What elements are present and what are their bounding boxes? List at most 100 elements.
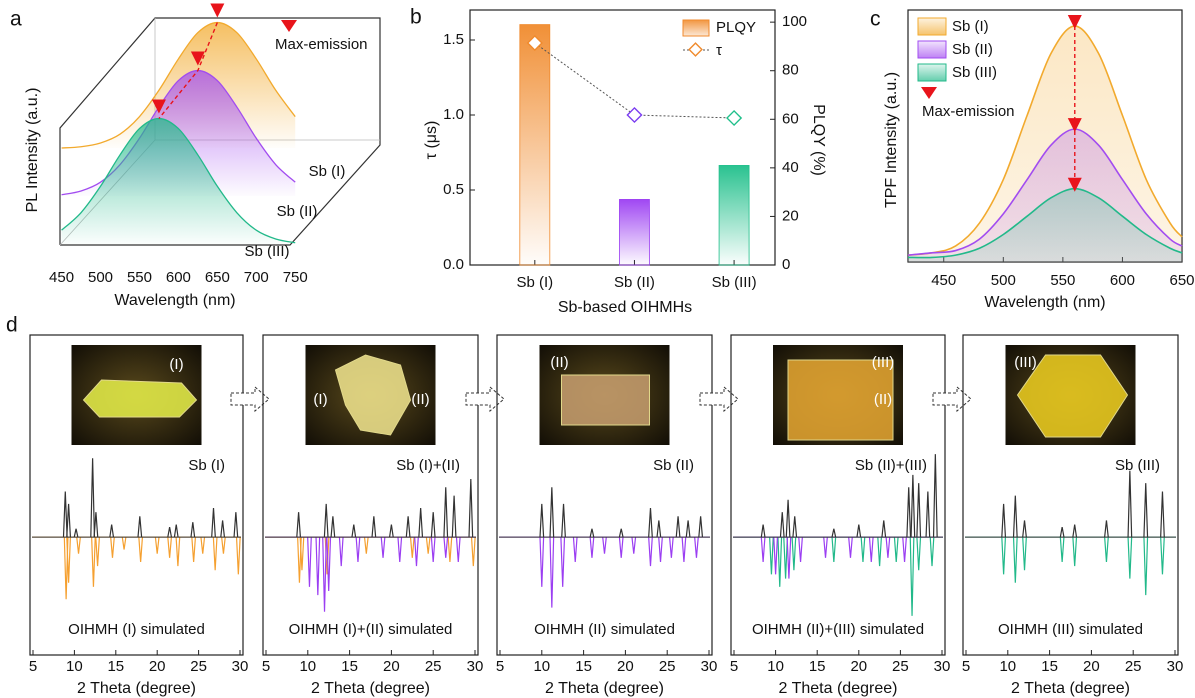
series-label: Sb (II) (277, 203, 318, 220)
peak (602, 537, 607, 554)
max-emission-marker (190, 51, 205, 66)
simulated-label: OIHMH (I) simulated (68, 621, 205, 638)
peak (831, 537, 837, 562)
x-tick-label: 500 (991, 272, 1016, 289)
peak (885, 537, 891, 558)
panel-label: d (6, 314, 18, 337)
series-label: Sb (III) (244, 243, 289, 260)
peak (430, 537, 436, 562)
y-tick-label: 1.5 (443, 31, 464, 48)
x-tick-label: 20 (1083, 658, 1100, 675)
x-tick-label: 15 (575, 658, 592, 675)
peak (455, 537, 461, 562)
peak (1127, 470, 1133, 538)
arrow (230, 385, 270, 413)
y2-tick-label: 0 (782, 256, 790, 273)
peak (66, 537, 72, 583)
x-tick-label: 600 (166, 269, 191, 286)
crystal (561, 374, 650, 426)
peak (221, 537, 226, 554)
peak (1059, 527, 1065, 538)
x-tick-label: 5 (29, 658, 37, 675)
peak (363, 537, 369, 554)
peak (932, 454, 938, 538)
peak (443, 537, 449, 558)
peak (322, 537, 327, 612)
inset-label: (II) (550, 354, 568, 371)
legend-swatch (682, 19, 710, 37)
peak (62, 491, 68, 538)
peak (76, 537, 81, 554)
peak (137, 516, 143, 538)
peak (856, 524, 862, 538)
peak (906, 487, 912, 538)
line (907, 128, 1183, 256)
panel-label: a (10, 8, 22, 31)
x-tick-label: 5 (730, 658, 738, 675)
peak (881, 520, 887, 538)
x-tick-label: 5 (262, 658, 270, 675)
x-tick-label: Sb (III) (712, 274, 757, 291)
simulated-label: OIHMH (II) simulated (534, 621, 675, 638)
peak (1127, 537, 1133, 579)
peak (549, 537, 555, 608)
panel-label: b (410, 6, 422, 29)
x-tick-label: 15 (1041, 658, 1058, 675)
plot-frame (730, 334, 946, 656)
max-emission-marker (1067, 177, 1082, 192)
legend-swatch (917, 40, 947, 59)
x-axis-label: 2 Theta (degree) (311, 680, 430, 697)
x-tick-label: 5 (496, 658, 504, 675)
x-tick-label: Sb (II) (614, 274, 655, 291)
peak (91, 537, 96, 587)
peak (409, 537, 415, 558)
peak (539, 537, 545, 587)
bar (619, 199, 650, 266)
max-emission-marker (1067, 15, 1082, 30)
peak (200, 537, 206, 554)
peak (95, 537, 100, 567)
x-tick-label: 15 (809, 658, 826, 675)
peak (351, 524, 357, 538)
peak (868, 537, 874, 562)
peak (779, 512, 785, 538)
crystal (82, 379, 198, 418)
peak (656, 520, 662, 538)
peak (1160, 537, 1165, 575)
peak (110, 537, 115, 558)
plot-frame (29, 334, 244, 656)
peak (220, 520, 226, 538)
peak (167, 527, 173, 538)
x-tick-label: 30 (232, 658, 249, 675)
peak (791, 537, 797, 571)
peak (235, 537, 241, 575)
x-tick-label: 650 (1169, 272, 1194, 289)
peak (1160, 491, 1165, 538)
peak (443, 487, 449, 538)
y-tick-label: 1.0 (443, 106, 464, 123)
inset-label: (III) (1014, 354, 1037, 371)
peak (698, 516, 704, 538)
x-tick-label: 30 (467, 658, 484, 675)
peak (1059, 537, 1065, 562)
peak (777, 537, 783, 587)
peak (549, 487, 555, 538)
max-emission-marker (210, 3, 225, 18)
peak (685, 520, 691, 538)
peak (916, 483, 922, 538)
y2-tick-label: 60 (782, 110, 799, 127)
peak (418, 508, 424, 538)
x-axis-label: Wavelength (nm) (984, 294, 1105, 311)
x-tick-label: 25 (1125, 658, 1142, 675)
peak (307, 537, 312, 587)
plot-frame (496, 334, 713, 656)
peak (648, 537, 653, 567)
peak (330, 516, 336, 538)
peak (773, 537, 778, 575)
legend-label: τ (716, 42, 722, 59)
x-tick-label: 550 (1050, 272, 1075, 289)
max-emission-trace (158, 22, 218, 119)
x-tick-label: 25 (425, 658, 442, 675)
peak (860, 537, 866, 562)
peak (916, 537, 922, 571)
